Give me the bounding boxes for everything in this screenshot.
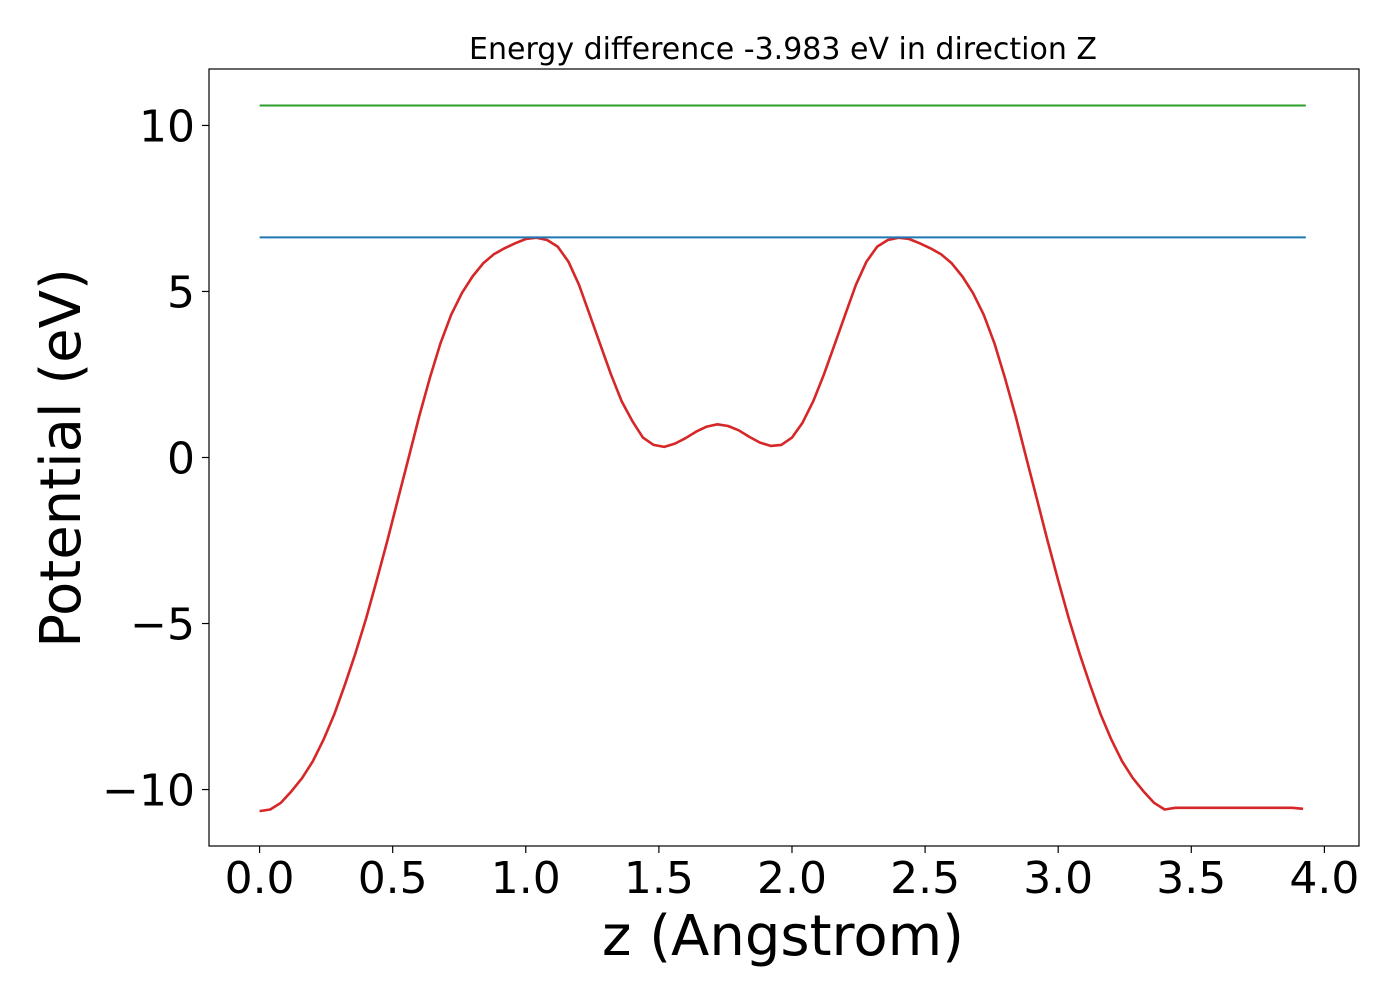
x-tick-label: 0.0 [225,853,295,904]
y-tick-label: −5 [130,600,195,651]
x-axis-label: z (Angstrom) [602,904,964,969]
x-tick-label: 2.5 [890,853,960,904]
x-axis: 0.0 0.5 1.0 1.5 2.0 2.5 3.0 3.5 4.0 [225,846,1359,904]
chart-title: Energy difference -3.983 eV in direction… [469,32,1097,67]
y-tick-label: 10 [139,101,195,152]
x-tick-label: 0.5 [358,853,428,904]
y-tick-label: 0 [167,434,195,485]
y-axis-label: Potential (eV) [29,268,94,648]
x-tick-label: 1.0 [491,853,561,904]
series-line-0 [259,236,1304,813]
y-tick-label: −10 [102,766,195,817]
x-tick-label: 3.0 [1023,853,1093,904]
x-tick-label: 1.5 [624,853,694,904]
series-layer [259,104,1306,813]
y-axis: −10 −5 0 5 10 [102,101,209,817]
x-tick-label: 3.5 [1156,853,1226,904]
x-tick-label: 2.0 [757,853,827,904]
x-tick-label: 4.0 [1289,853,1359,904]
y-tick-label: 5 [167,267,195,318]
